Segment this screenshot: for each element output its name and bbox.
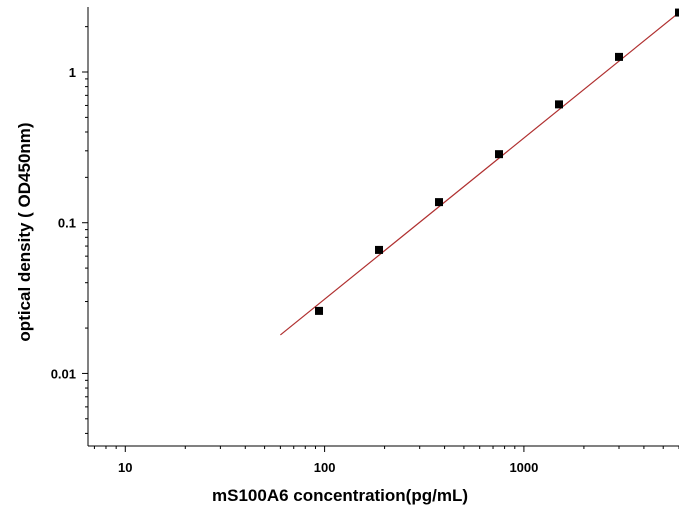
x-axis-title: mS100A6 concentration(pg/mL) [212, 486, 468, 505]
y-tick-label: 1 [69, 65, 76, 80]
data-point [375, 245, 384, 254]
plot-axes [87, 7, 679, 447]
data-point [555, 100, 564, 109]
data-point [615, 52, 624, 61]
fit-line-layer [280, 12, 679, 336]
axis-ticks [82, 26, 679, 452]
y-tick-label: 0.1 [58, 216, 76, 231]
x-tick-label: 10 [118, 460, 132, 475]
y-tick-label: 0.01 [51, 366, 76, 381]
x-tick-label: 100 [314, 460, 336, 475]
x-tick-label: 1000 [509, 460, 538, 475]
fit-line [280, 12, 679, 336]
tick-labels: 10 100 1000 0.01 0.1 1 [51, 65, 539, 475]
data-points [315, 8, 679, 315]
y-axis-title: optical density ( OD450nm) [15, 122, 34, 341]
data-point [675, 8, 679, 17]
data-point [435, 198, 444, 207]
data-point [315, 306, 324, 315]
data-point [495, 150, 504, 159]
